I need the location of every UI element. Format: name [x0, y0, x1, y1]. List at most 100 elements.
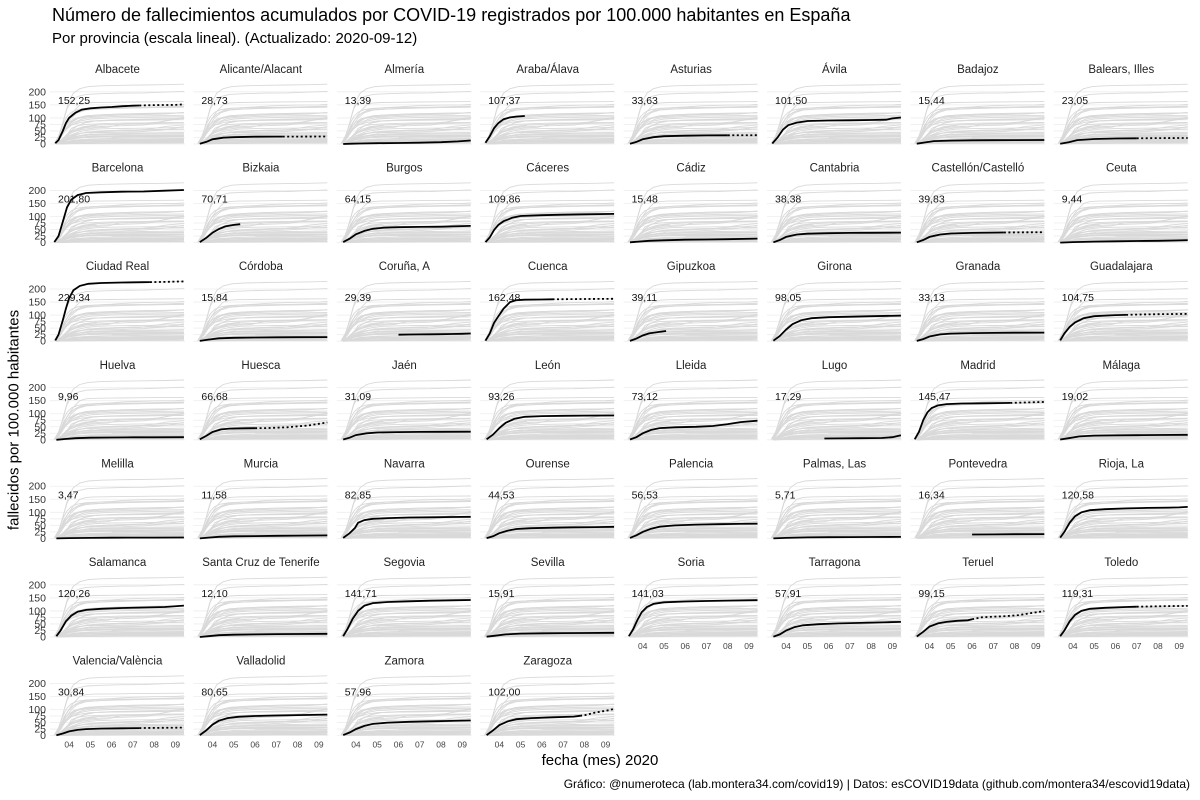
province-series-line	[1060, 137, 1137, 145]
y-tick-label: 150	[28, 691, 46, 703]
background-series-line	[1060, 336, 1188, 342]
background-series-line	[1058, 83, 1188, 144]
x-tick-label: 09	[1174, 641, 1184, 651]
facet-title: Almería	[384, 64, 424, 76]
x-tick-label: 07	[989, 641, 999, 651]
y-tick-label: 25	[34, 724, 46, 736]
background-series-line	[916, 536, 1045, 539]
facet-title: Araba/Álava	[516, 63, 579, 76]
background-series-line	[916, 112, 1045, 144]
background-series-line	[255, 333, 328, 336]
background-series-line	[343, 731, 471, 737]
background-series-line	[54, 83, 184, 144]
value-label: 38,38	[775, 194, 801, 206]
background-series-line	[629, 337, 758, 342]
background-series-line	[915, 599, 1045, 637]
background-series-line	[343, 437, 471, 441]
background-series-line	[1059, 511, 1188, 539]
background-series-line	[343, 723, 471, 736]
facet-panel: Gipuzkoa 39,11	[623, 261, 759, 342]
background-series-line	[56, 339, 184, 342]
x-tick-label: 08	[866, 641, 876, 651]
background-series-line	[916, 436, 1045, 441]
background-series-line	[199, 116, 328, 144]
value-label: 30,84	[58, 687, 84, 699]
background-series-line	[199, 325, 328, 342]
value-label: 15,84	[201, 292, 227, 304]
background-series-line	[916, 412, 1045, 440]
background-series-line	[1059, 211, 1188, 243]
y-tick-label: 75	[34, 513, 46, 525]
x-tick-label: 09	[314, 740, 324, 750]
facet-title: Sevilla	[531, 557, 565, 569]
background-series-line	[342, 704, 471, 736]
province-series-line	[629, 419, 758, 441]
background-series-line	[1058, 599, 1188, 637]
background-series-line	[398, 530, 471, 533]
province-series-line	[486, 414, 615, 441]
background-series-line	[771, 182, 901, 243]
background-series-line	[56, 704, 184, 736]
province-series-line	[342, 225, 471, 243]
background-series-line	[111, 530, 184, 533]
facet-title: Albacete	[95, 64, 140, 76]
background-series-line	[770, 105, 901, 144]
background-series-line	[629, 436, 758, 441]
background-series-line	[486, 140, 615, 145]
x-tick-label: 06	[824, 641, 834, 651]
background-series-line	[199, 309, 328, 341]
value-label: 201,80	[58, 194, 90, 206]
background-series-line	[342, 708, 471, 736]
background-series-line	[1058, 205, 1188, 243]
background-series-line	[1060, 628, 1188, 638]
y-tick-label: 75	[34, 711, 46, 723]
background-series-line	[1115, 530, 1188, 533]
background-series-line	[255, 431, 328, 434]
province-series-line	[916, 231, 1004, 244]
background-series-line	[343, 635, 471, 638]
x-axis-title: fecha (mes) 2020	[541, 752, 659, 769]
value-label: 80,65	[201, 687, 227, 699]
background-series-line	[199, 126, 328, 144]
facet-panel: Burgos 64,15	[336, 163, 472, 244]
background-series-line	[1059, 126, 1188, 144]
background-series-line	[255, 530, 328, 533]
background-series-line	[56, 533, 184, 539]
background-series-line	[340, 204, 471, 243]
facet-title: Rioja, La	[1099, 458, 1145, 470]
background-series-line	[111, 431, 184, 434]
background-series-line	[773, 332, 901, 342]
x-tick-label: 05	[229, 740, 239, 750]
facet-title: Valladolid	[236, 656, 285, 668]
background-series-line	[916, 135, 1045, 145]
background-series-line	[916, 506, 1045, 538]
background-series-line	[629, 211, 758, 243]
background-series-line	[773, 511, 901, 539]
value-label: 56,53	[632, 489, 658, 501]
background-series-line	[199, 522, 328, 539]
background-series-line	[343, 234, 471, 243]
background-series-line	[485, 675, 615, 736]
value-label: 145,47	[918, 391, 950, 403]
background-series-line	[199, 323, 328, 342]
background-series-line	[972, 431, 1045, 434]
background-series-line	[340, 302, 471, 341]
background-series-line	[398, 727, 471, 730]
background-series-line	[1060, 621, 1188, 637]
value-label: 19,02	[1062, 391, 1088, 403]
facet-title: Zamora	[384, 656, 424, 668]
background-series-line	[341, 675, 471, 736]
background-series-line	[486, 628, 615, 638]
background-series-line	[485, 182, 615, 243]
y-tick-label: 0	[40, 533, 46, 545]
background-series-line	[486, 339, 615, 342]
value-label: 229,34	[58, 292, 90, 304]
background-series-line	[341, 501, 471, 538]
x-tick-label: 06	[394, 740, 404, 750]
background-series-line	[342, 323, 471, 342]
x-tick-label: 07	[128, 740, 138, 750]
background-series-line	[916, 238, 1045, 244]
background-series-line	[771, 303, 901, 341]
value-label: 119,31	[1062, 588, 1093, 600]
